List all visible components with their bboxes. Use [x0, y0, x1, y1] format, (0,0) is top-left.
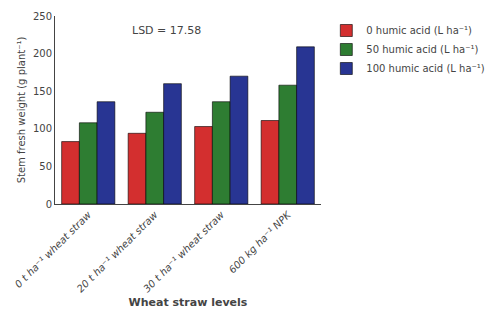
svg-text:50 humic acid (L ha⁻¹): 50 humic acid (L ha⁻¹): [366, 44, 478, 55]
svg-text:0 humic acid (L ha⁻¹): 0 humic acid (L ha⁻¹): [366, 25, 472, 36]
svg-text:20 t ha⁻¹ wheat straw: 20 t ha⁻¹ wheat straw: [75, 209, 161, 295]
svg-text:600 kg ha⁻¹ NPK: 600 kg ha⁻¹ NPK: [227, 208, 294, 275]
svg-text:50: 50: [39, 161, 52, 172]
svg-text:100 humic acid (L ha⁻¹): 100 humic acid (L ha⁻¹): [366, 63, 484, 74]
svg-text:30 t ha⁻¹ wheat straw: 30 t ha⁻¹ wheat straw: [141, 209, 227, 295]
svg-text:LSD = 17.58: LSD = 17.58: [132, 24, 201, 37]
svg-text:Wheat straw levels: Wheat straw levels: [129, 296, 248, 309]
svg-text:0: 0: [46, 199, 52, 210]
svg-text:100: 100: [33, 123, 52, 134]
svg-text:150: 150: [33, 86, 52, 97]
svg-text:250: 250: [33, 11, 52, 22]
svg-text:200: 200: [33, 48, 52, 59]
svg-text:0 t ha⁻¹ wheat straw: 0 t ha⁻¹ wheat straw: [13, 209, 94, 290]
svg-text:Stem fresh weight (g plant⁻¹): Stem fresh weight (g plant⁻¹): [16, 37, 27, 184]
